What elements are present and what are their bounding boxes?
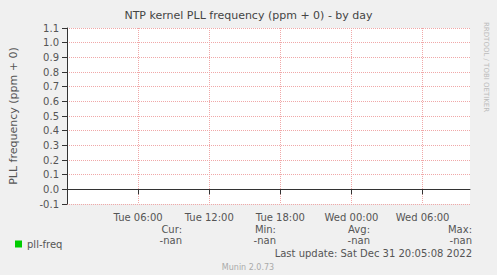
svg-text:0.5: 0.5 [43, 111, 59, 122]
svg-text:1.0: 1.0 [43, 37, 59, 48]
svg-text:-nan: -nan [348, 235, 370, 246]
svg-text:0.9: 0.9 [43, 52, 59, 63]
svg-text:Tue 12:00: Tue 12:00 [184, 212, 234, 223]
svg-text:Max:: Max: [448, 224, 472, 235]
svg-text:0.1: 0.1 [43, 169, 59, 180]
svg-text:Avg:: Avg: [348, 224, 370, 235]
svg-text:Munin 2.0.73: Munin 2.0.73 [222, 263, 274, 272]
svg-text:pll-freq: pll-freq [27, 239, 62, 250]
svg-text:0.0: 0.0 [43, 184, 59, 195]
svg-text:Wed 00:00: Wed 00:00 [325, 212, 379, 223]
svg-text:Tue 18:00: Tue 18:00 [255, 212, 305, 223]
svg-text:Last update: Sat Dec 31 20:05:: Last update: Sat Dec 31 20:05:08 2022 [275, 248, 472, 259]
svg-text:PLL frequency (ppm + 0): PLL frequency (ppm + 0) [7, 47, 20, 185]
svg-text:NTP kernel PLL frequency (ppm: NTP kernel PLL frequency (ppm + 0) - by … [124, 9, 373, 22]
svg-text:RRDTOOL / TOBI OETIKER: RRDTOOL / TOBI OETIKER [482, 22, 490, 112]
svg-text:Min:: Min: [255, 224, 276, 235]
svg-text:Wed 06:00: Wed 06:00 [396, 212, 450, 223]
svg-text:-nan: -nan [450, 235, 472, 246]
svg-text:Cur:: Cur: [161, 224, 182, 235]
svg-text:0.2: 0.2 [43, 155, 59, 166]
svg-text:0.6: 0.6 [43, 96, 59, 107]
svg-text:0.7: 0.7 [43, 81, 59, 92]
svg-text:1.1: 1.1 [43, 23, 59, 34]
svg-text:0.4: 0.4 [43, 125, 59, 136]
svg-text:-0.1: -0.1 [39, 199, 59, 210]
svg-text:0.3: 0.3 [43, 140, 59, 151]
svg-text:Tue 06:00: Tue 06:00 [113, 212, 163, 223]
svg-text:0.8: 0.8 [43, 67, 59, 78]
svg-text:-nan: -nan [160, 235, 182, 246]
svg-text:-nan: -nan [254, 235, 276, 246]
